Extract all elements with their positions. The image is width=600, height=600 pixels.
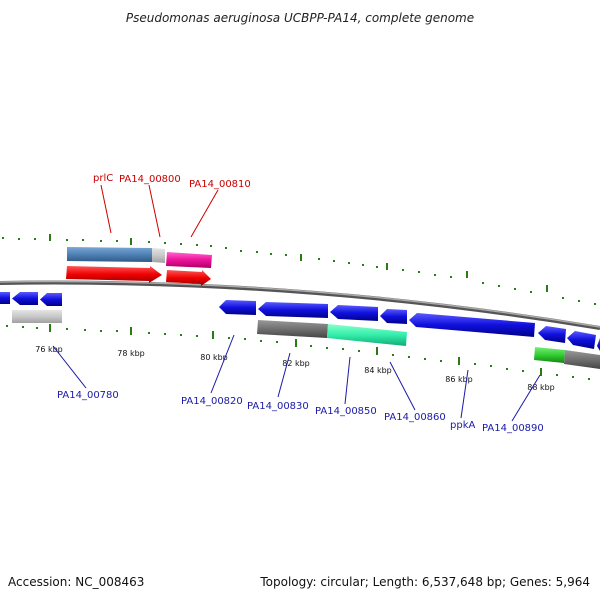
- map-title: Pseudomonas aeruginosa UCBPP-PA14, compl…: [126, 11, 474, 25]
- tick-labels: 76 kbp 78 kbp 80 kbp 82 kbp 84 kbp 86 kb…: [35, 345, 555, 392]
- gene-arrow-left: [330, 305, 378, 321]
- gene-arrow-left: [258, 302, 328, 318]
- outer-dot-track: [2, 234, 596, 305]
- gene-label-pa14-00810: PA14_00810: [189, 179, 251, 190]
- genome-summary-text: Topology: circular; Length: 6,537,648 bp…: [259, 575, 590, 589]
- gene-label-pa14-00780: PA14_00780: [57, 390, 119, 401]
- gene-arrow: [166, 270, 211, 286]
- gene-label-pa14-00860: PA14_00860: [384, 412, 446, 423]
- tick-label: 84 kbp: [364, 366, 392, 375]
- gene-feature: [564, 350, 600, 369]
- gene-arrow-left: [380, 309, 407, 324]
- near-backbone-features: [0, 292, 600, 369]
- gene-arrow-left: [12, 292, 38, 305]
- gene-label-pa14-00800: PA14_00800: [119, 174, 181, 185]
- tick-label: 76 kbp: [35, 345, 63, 354]
- gene-feature: [257, 320, 328, 338]
- gene-arrow-left: [219, 300, 256, 315]
- gene-feature: [12, 310, 62, 323]
- gene-label-pa14-00850: PA14_00850: [315, 406, 377, 417]
- gene-arrow-left: [597, 338, 600, 351]
- red-annotations: [100, 184, 219, 238]
- tick-label: 82 kbp: [282, 359, 310, 368]
- blue-annotations: [52, 334, 541, 422]
- gene-arrow-left: [409, 313, 535, 337]
- gene-feature: [67, 247, 152, 262]
- outer-features: [66, 247, 212, 286]
- gene-arrow: [66, 266, 162, 283]
- tick-label: 88 kbp: [527, 383, 555, 392]
- genome-backbone-highlight: [0, 280, 600, 328]
- gene-feature: [534, 347, 565, 363]
- gene-arrow-left: [567, 331, 596, 349]
- gene-label-pa14-00820: PA14_00820: [181, 396, 243, 407]
- gene-arrow-left: [0, 292, 10, 304]
- gene-label-pa14-00890: PA14_00890: [482, 423, 544, 434]
- gene-feature: [166, 252, 212, 268]
- tick-label: 86 kbp: [445, 375, 473, 384]
- accession-text: Accession: NC_008463: [8, 575, 144, 589]
- gene-label-pa14-00830: PA14_00830: [247, 401, 309, 412]
- inner-dot-track: [6, 324, 590, 380]
- gene-label-prlC: prlC: [93, 173, 113, 184]
- gene-arrow-left: [538, 326, 566, 343]
- gene-arrow-left: [40, 293, 62, 306]
- genome-backbone: [0, 280, 600, 330]
- tick-label: 78 kbp: [117, 349, 145, 358]
- tick-label: 80 kbp: [200, 353, 228, 362]
- gene-feature: [327, 324, 407, 346]
- gene-label-ppkA: ppkA: [450, 420, 475, 431]
- gene-feature: [152, 248, 165, 263]
